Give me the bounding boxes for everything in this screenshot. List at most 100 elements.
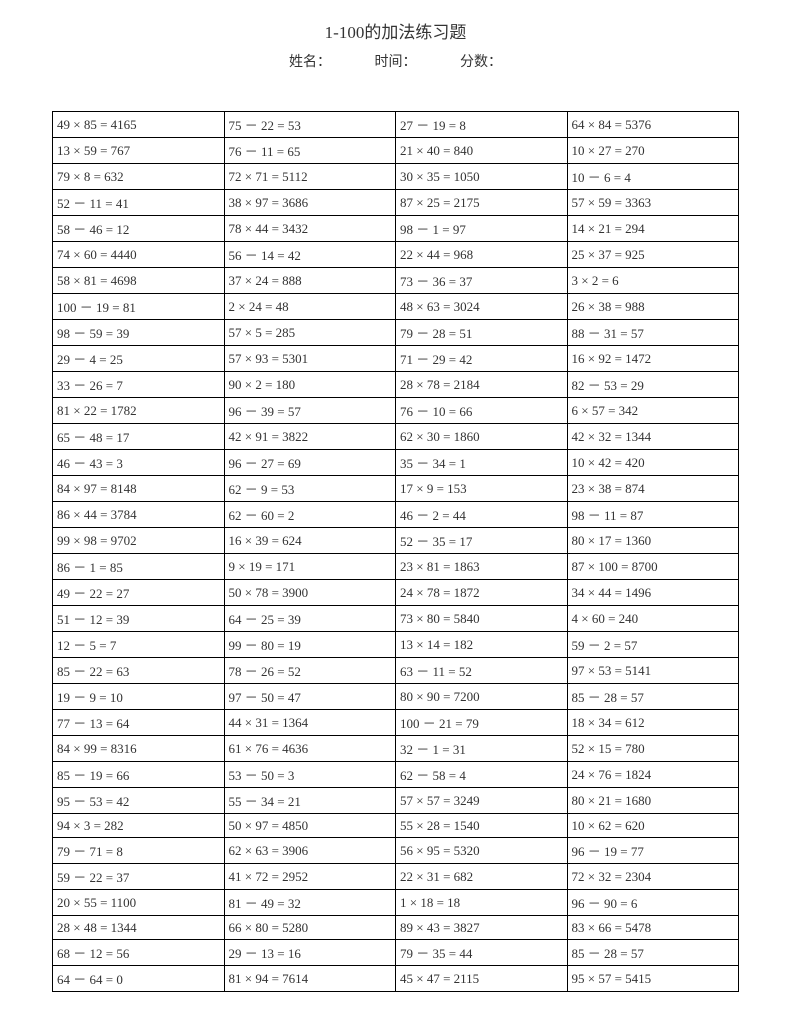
problem-cell: 82 － 53 = 29: [567, 372, 739, 398]
problem-cell: 57 × 59 = 3363: [567, 190, 739, 216]
table-row: 13 × 59 = 76776 － 11 = 6521 × 40 = 84010…: [53, 138, 739, 164]
problem-cell: 57 × 93 = 5301: [224, 346, 396, 372]
problem-cell: 22 × 44 = 968: [396, 242, 568, 268]
problem-cell: 48 × 63 = 3024: [396, 294, 568, 320]
problem-cell: 85 － 28 = 57: [567, 940, 739, 966]
problem-cell: 57 × 5 = 285: [224, 320, 396, 346]
table-row: 19 － 9 = 1097 － 50 = 4780 × 90 = 720085 …: [53, 684, 739, 710]
problem-cell: 10 × 42 = 420: [567, 450, 739, 476]
problem-cell: 85 － 19 = 66: [53, 762, 225, 788]
problem-cell: 6 × 57 = 342: [567, 398, 739, 424]
problem-cell: 16 × 92 = 1472: [567, 346, 739, 372]
problem-cell: 88 － 31 = 57: [567, 320, 739, 346]
problem-cell: 25 × 37 = 925: [567, 242, 739, 268]
problem-cell: 27 － 19 = 8: [396, 112, 568, 138]
problem-cell: 96 － 39 = 57: [224, 398, 396, 424]
problem-cell: 20 × 55 = 1100: [53, 890, 225, 916]
problem-cell: 10 × 62 = 620: [567, 814, 739, 838]
problem-cell: 64 × 84 = 5376: [567, 112, 739, 138]
problem-cell: 37 × 24 = 888: [224, 268, 396, 294]
table-row: 86 － 1 = 859 × 19 = 17123 × 81 = 186387 …: [53, 554, 739, 580]
problem-cell: 10 － 6 = 4: [567, 164, 739, 190]
problem-cell: 89 × 43 = 3827: [396, 916, 568, 940]
problem-cell: 44 × 31 = 1364: [224, 710, 396, 736]
problem-cell: 50 × 78 = 3900: [224, 580, 396, 606]
problem-cell: 62 － 9 = 53: [224, 476, 396, 502]
table-row: 85 － 19 = 6653 － 50 = 362 － 58 = 424 × 7…: [53, 762, 739, 788]
table-row: 65 － 48 = 1742 × 91 = 382262 × 30 = 1860…: [53, 424, 739, 450]
problem-cell: 41 × 72 = 2952: [224, 864, 396, 890]
problem-cell: 78 － 26 = 52: [224, 658, 396, 684]
table-row: 85 － 22 = 6378 － 26 = 5263 － 11 = 5297 ×…: [53, 658, 739, 684]
problem-cell: 19 － 9 = 10: [53, 684, 225, 710]
problem-cell: 62 × 30 = 1860: [396, 424, 568, 450]
problem-cell: 38 × 97 = 3686: [224, 190, 396, 216]
problem-cell: 46 － 2 = 44: [396, 502, 568, 528]
time-label: 时间：: [375, 55, 417, 70]
problem-cell: 28 × 78 = 2184: [396, 372, 568, 398]
problem-cell: 99 × 98 = 9702: [53, 528, 225, 554]
problem-cell: 56 × 95 = 5320: [396, 838, 568, 864]
problem-cell: 55 × 28 = 1540: [396, 814, 568, 838]
problem-cell: 80 × 90 = 7200: [396, 684, 568, 710]
problem-cell: 76 － 11 = 65: [224, 138, 396, 164]
table-row: 59 － 22 = 3741 × 72 = 295222 × 31 = 6827…: [53, 864, 739, 890]
problem-cell: 29 － 4 = 25: [53, 346, 225, 372]
problem-cell: 66 × 80 = 5280: [224, 916, 396, 940]
table-row: 33 － 26 = 790 × 2 = 18028 × 78 = 218482 …: [53, 372, 739, 398]
problem-cell: 62 － 58 = 4: [396, 762, 568, 788]
table-row: 84 × 99 = 831661 × 76 = 463632 － 1 = 315…: [53, 736, 739, 762]
problem-cell: 56 － 14 = 42: [224, 242, 396, 268]
problems-table: 49 × 85 = 416575 － 22 = 5327 － 19 = 864 …: [52, 111, 739, 992]
problem-cell: 73 － 36 = 37: [396, 268, 568, 294]
problem-cell: 24 × 78 = 1872: [396, 580, 568, 606]
problem-cell: 57 × 57 = 3249: [396, 788, 568, 814]
problem-cell: 97 － 50 = 47: [224, 684, 396, 710]
problem-cell: 77 － 13 = 64: [53, 710, 225, 736]
table-row: 99 × 98 = 970216 × 39 = 62452 － 35 = 178…: [53, 528, 739, 554]
table-row: 52 － 11 = 4138 × 97 = 368687 × 25 = 2175…: [53, 190, 739, 216]
problem-cell: 3 × 2 = 6: [567, 268, 739, 294]
problem-cell: 62 × 63 = 3906: [224, 838, 396, 864]
table-row: 77 － 13 = 6444 × 31 = 1364100 － 21 = 791…: [53, 710, 739, 736]
problem-cell: 64 － 25 = 39: [224, 606, 396, 632]
problem-cell: 49 － 22 = 27: [53, 580, 225, 606]
table-row: 29 － 4 = 2557 × 93 = 530171 － 29 = 4216 …: [53, 346, 739, 372]
problem-cell: 83 × 66 = 5478: [567, 916, 739, 940]
problem-cell: 61 × 76 = 4636: [224, 736, 396, 762]
problem-cell: 28 × 48 = 1344: [53, 916, 225, 940]
problem-cell: 97 × 53 = 5141: [567, 658, 739, 684]
problem-cell: 100 － 19 = 81: [53, 294, 225, 320]
table-row: 58 － 46 = 1278 × 44 = 343298 － 1 = 9714 …: [53, 216, 739, 242]
problem-cell: 14 × 21 = 294: [567, 216, 739, 242]
problem-cell: 1 × 18 = 18: [396, 890, 568, 916]
table-row: 51 － 12 = 3964 － 25 = 3973 × 80 = 58404 …: [53, 606, 739, 632]
problem-cell: 13 × 59 = 767: [53, 138, 225, 164]
problem-cell: 33 － 26 = 7: [53, 372, 225, 398]
problem-cell: 4 × 60 = 240: [567, 606, 739, 632]
table-row: 20 × 55 = 110081 － 49 = 321 × 18 = 1896 …: [53, 890, 739, 916]
table-row: 98 － 59 = 3957 × 5 = 28579 － 28 = 5188 －…: [53, 320, 739, 346]
problem-cell: 79 － 28 = 51: [396, 320, 568, 346]
problem-cell: 42 × 32 = 1344: [567, 424, 739, 450]
problem-cell: 99 － 80 = 19: [224, 632, 396, 658]
problem-cell: 64 － 64 = 0: [53, 966, 225, 992]
problem-cell: 2 × 24 = 48: [224, 294, 396, 320]
problem-cell: 12 － 5 = 7: [53, 632, 225, 658]
problem-cell: 74 × 60 = 4440: [53, 242, 225, 268]
table-row: 49 × 85 = 416575 － 22 = 5327 － 19 = 864 …: [53, 112, 739, 138]
problem-cell: 58 × 81 = 4698: [53, 268, 225, 294]
problem-cell: 26 × 38 = 988: [567, 294, 739, 320]
problem-cell: 81 × 94 = 7614: [224, 966, 396, 992]
problem-cell: 49 × 85 = 4165: [53, 112, 225, 138]
problem-cell: 52 × 15 = 780: [567, 736, 739, 762]
problem-cell: 98 － 59 = 39: [53, 320, 225, 346]
problem-cell: 84 × 99 = 8316: [53, 736, 225, 762]
table-row: 74 × 60 = 444056 － 14 = 4222 × 44 = 9682…: [53, 242, 739, 268]
problem-cell: 52 － 11 = 41: [53, 190, 225, 216]
problem-cell: 59 － 2 = 57: [567, 632, 739, 658]
problem-cell: 68 － 12 = 56: [53, 940, 225, 966]
problem-cell: 51 － 12 = 39: [53, 606, 225, 632]
problem-cell: 85 － 28 = 57: [567, 684, 739, 710]
problem-cell: 81 － 49 = 32: [224, 890, 396, 916]
